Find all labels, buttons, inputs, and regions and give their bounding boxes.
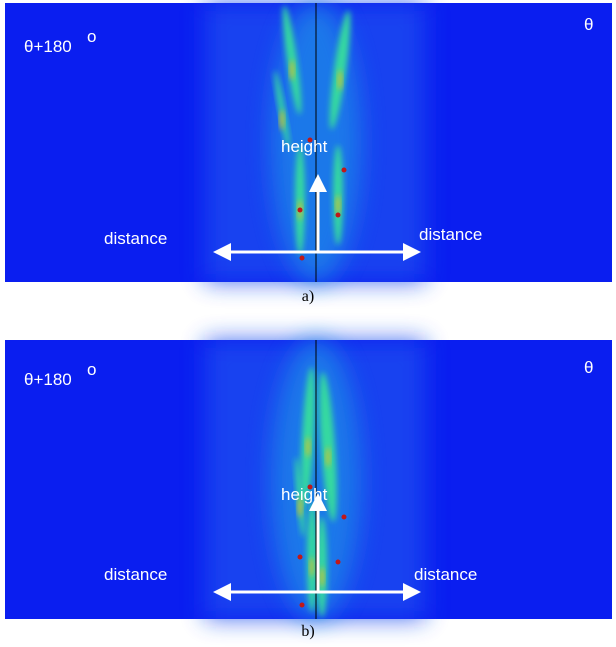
height-label: height [281, 137, 328, 156]
right-angle-label: θ [584, 358, 593, 377]
image-hotspot [306, 437, 310, 457]
image-red-spot [341, 167, 347, 173]
image-hotspot [298, 497, 302, 517]
image-red-spot [297, 207, 303, 213]
caption: a) [302, 288, 314, 305]
degree-mark: o [87, 27, 96, 46]
image-red-spot [297, 554, 303, 560]
image-red-spot [307, 137, 313, 143]
image-hotspot [280, 110, 284, 130]
distance-label: distance [104, 229, 167, 248]
right-angle-label: θ [584, 15, 593, 34]
caption: b) [301, 623, 314, 640]
left-angle-label: θ+180 [24, 37, 72, 56]
image-red-spot [307, 484, 313, 490]
panel: θ+180 o θ height distance distance a) [5, 3, 612, 305]
left-angle-label: θ+180 [24, 370, 72, 389]
distance-label: distance [104, 565, 167, 584]
image-red-spot [335, 212, 341, 218]
image-red-spot [299, 255, 305, 261]
image-hotspot [336, 195, 340, 215]
distance-label: distance [414, 565, 477, 584]
distance-label: distance [419, 225, 482, 244]
image-red-spot [341, 514, 347, 520]
image-red-spot [335, 559, 341, 565]
panel: θ+180 o θ height distance distance b) [5, 340, 612, 640]
image-hotspot [290, 60, 294, 80]
image-hotspot [320, 567, 324, 587]
image-hotspot [326, 447, 330, 467]
image-red-spot [299, 602, 305, 608]
image-hotspot [310, 557, 314, 577]
height-label: height [281, 485, 328, 504]
image-hotspot [338, 70, 342, 90]
degree-mark: o [87, 360, 96, 379]
